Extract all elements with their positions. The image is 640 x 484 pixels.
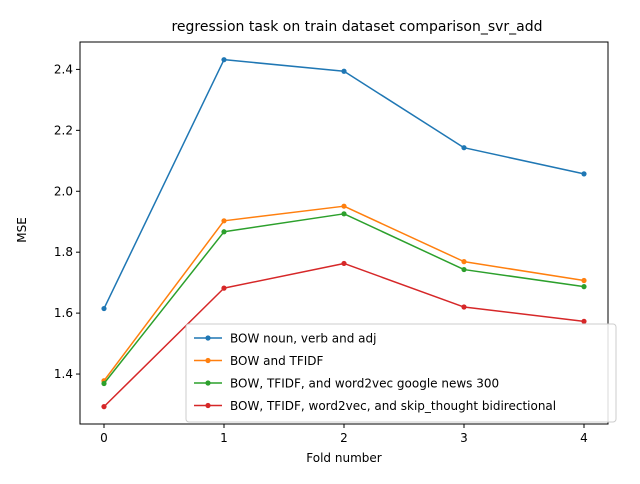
- legend-marker: [205, 335, 211, 341]
- data-point: [341, 260, 347, 267]
- legend-marker: [205, 402, 211, 409]
- legend-marker: [205, 357, 211, 364]
- data-point: [461, 259, 467, 265]
- legend-marker: [205, 380, 211, 386]
- x-tick-label: 4: [580, 431, 588, 445]
- x-tick-label: 3: [460, 431, 468, 445]
- y-tick-label: 2.0: [54, 184, 73, 198]
- legend: BOW noun, verb and adj BOW and TFIDF BOW, …: [185, 323, 617, 423]
- data-point: [461, 145, 467, 151]
- legend-box: [185, 323, 617, 423]
- legend-label: BOW, TFIDF, and word2vec google news 300: [230, 377, 499, 391]
- legend-label: BOW and TFIDF: [230, 354, 324, 368]
- x-tick-label: 0: [100, 431, 108, 445]
- x-axis-label: Fold number: [306, 451, 381, 465]
- data-point: [101, 305, 107, 312]
- data-point: [581, 284, 587, 290]
- data-point: [341, 211, 347, 217]
- series-3: [101, 211, 587, 387]
- y-tick-label: 2.4: [54, 62, 73, 76]
- y-tick-label: 1.8: [54, 245, 73, 259]
- data-point: [461, 304, 467, 310]
- legend-label: BOW, TFIDF, word2vec, and skip_thought b…: [230, 399, 556, 413]
- data-point: [581, 277, 587, 284]
- series-2: [101, 203, 587, 384]
- data-point: [221, 229, 227, 235]
- data-point: [101, 404, 107, 410]
- x-tick-label: 2: [340, 431, 348, 445]
- series-1: [101, 57, 587, 312]
- series-4: [101, 260, 587, 410]
- y-axis-label: MSE: [15, 217, 29, 243]
- data-point: [221, 57, 227, 63]
- data-point: [341, 203, 347, 209]
- data-point: [341, 68, 347, 74]
- plot-area: 0 1 2 3 4 1.4 1.6 1.8 2.0 2.2 2.4 BOW noun, verb an…: [54, 41, 617, 445]
- chart-title: regression task on train dataset compari…: [171, 19, 542, 35]
- data-point: [581, 318, 587, 324]
- data-point: [221, 285, 227, 291]
- y-tick-label: 2.2: [54, 123, 73, 137]
- data-point: [101, 380, 107, 387]
- data-point: [461, 266, 467, 273]
- y-tick-label: 1.4: [54, 367, 73, 381]
- y-tick-label: 1.6: [54, 306, 73, 320]
- legend-label: BOW noun, verb and adj: [230, 332, 376, 346]
- data-point: [221, 218, 227, 224]
- x-tick-label: 1: [220, 431, 228, 445]
- data-point: [581, 171, 587, 177]
